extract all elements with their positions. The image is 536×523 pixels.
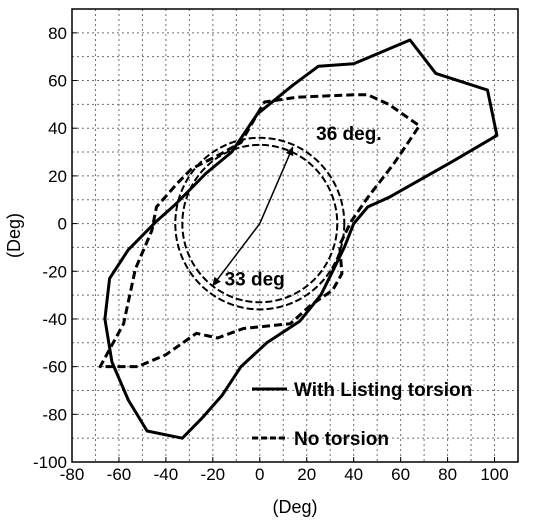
y-tick-label: -60 <box>42 358 67 377</box>
reference-circle <box>174 136 346 311</box>
arrows <box>212 146 294 287</box>
plot-frame <box>71 8 519 463</box>
series-group <box>98 38 499 440</box>
reference-circles <box>174 136 346 311</box>
x-axis-label: (Deg) <box>272 497 317 517</box>
y-tick-label: 80 <box>48 24 67 43</box>
series-no-torsion <box>98 93 421 369</box>
x-tick-label: -40 <box>154 465 179 484</box>
x-tick-label: 80 <box>438 465 457 484</box>
radius-arrow <box>259 146 294 224</box>
x-tick-label: -80 <box>60 465 85 484</box>
legend-label-with-listing-torsion: With Listing torsion <box>294 380 472 401</box>
x-tick-label: 20 <box>297 465 316 484</box>
annotation-33-deg: 33 deg <box>225 269 285 290</box>
radius-arrow <box>212 223 261 287</box>
y-tick-label: -40 <box>42 310 67 329</box>
y-axis-label: (Deg) <box>4 213 24 258</box>
x-tick-label: 100 <box>480 465 508 484</box>
annotation-36-deg: 36 deg. <box>316 124 381 145</box>
x-tick-label: 0 <box>255 465 264 484</box>
annotations: 36 deg. 33 deg <box>225 124 382 290</box>
series-with-listing-torsion <box>103 38 499 440</box>
y-tick-label: -100 <box>33 453 67 472</box>
x-tick-label: 40 <box>344 465 363 484</box>
y-tick-label: 0 <box>58 215 67 234</box>
x-tick-label: -20 <box>201 465 226 484</box>
y-tick-label: 40 <box>48 119 67 138</box>
y-tick-label: 60 <box>48 72 67 91</box>
legend: With Listing torsion No torsion <box>252 380 472 450</box>
tick-labels: -80 -60 -40 -20 0 20 40 60 80 100 80 60 40 20 0 -20 -40 -… <box>33 24 509 484</box>
legend-label-no-torsion: No torsion <box>294 429 389 450</box>
y-tick-label: -80 <box>42 405 67 424</box>
reference-circle <box>181 143 339 304</box>
y-tick-label: 20 <box>48 167 67 186</box>
y-tick-label: -20 <box>42 262 67 281</box>
x-tick-label: 60 <box>391 465 410 484</box>
x-tick-label: -60 <box>107 465 132 484</box>
